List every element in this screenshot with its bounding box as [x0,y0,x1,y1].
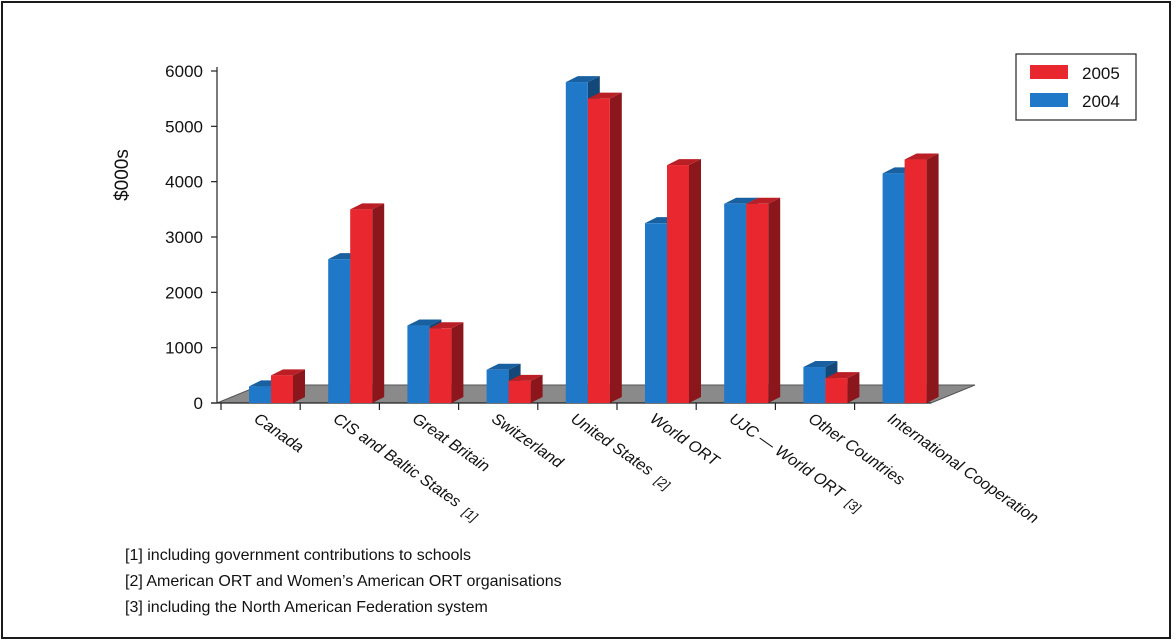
bar-2005-great-britain-top [429,322,464,329]
bar-2005-united-states [587,92,622,404]
bar-2005-world-ort-side [689,159,701,403]
bar-2005-great-britain-side [451,322,464,403]
bar-2005-united-states-top [587,92,622,99]
footnotes: [1] including government contributions t… [125,543,562,621]
bar-2004-other-countries-front [803,367,826,403]
category-label-canada: Canada [251,410,307,456]
bar-2005-united-states-side [609,92,622,404]
category-label-cis-and-baltic-states: CIS and Baltic States[1] [329,410,482,525]
bar-2005-switzerland-top [508,374,543,381]
category-note: [3] [842,495,864,516]
bar-2005-canada-top [271,369,305,376]
bar-2004-world-ort-front [645,223,667,403]
bar-2004-canada-front [249,386,271,403]
category-name: International Cooperation [884,410,1041,527]
y-tick-label-2000: 2000 [165,283,203,302]
bar-2004-ujc-world-ort-top [724,197,759,204]
category-name: CIS and Baltic States [330,410,464,511]
bar-2005-canada-front [271,375,293,403]
bar-chart: 0 1000 2000 3000 4000 5000 6000 Canada CIS and … [112,53,1137,527]
category-label-international-cooperation: International Cooperation [884,410,1041,527]
bar-2005-other-countries [825,372,860,403]
footnote-3: [3] including the North American Federat… [125,599,488,616]
bar-2005-other-countries-front [825,378,848,403]
bar-2004-switzerland-top [486,363,521,370]
legend-label-2005: 2005 [1082,64,1120,83]
bar-2005-international-cooperation-side [926,153,939,403]
bar-2005-cis-and-baltic-states-side [372,203,385,403]
footnote-2: [2] American ORT and Women’s American OR… [125,573,562,590]
legend: 2005 2004 [1015,53,1137,121]
bar-2004-other-countries-top [803,361,838,368]
bar-2004-united-states-top [565,76,600,83]
category-name: Canada [251,410,307,456]
bar-2005-ujc-world-ort [746,197,781,403]
legend-label-2004: 2004 [1082,92,1120,111]
category-label-ujc-world-ort: UJC — World ORT[3] [725,410,865,516]
bar-2004-switzerland-front [486,369,509,403]
bar-2005-ujc-world-ort-top [746,197,781,204]
bar-2004-great-britain-top [407,319,442,326]
y-tick-label-6000: 6000 [165,62,203,81]
category-label-world-ort: World ORT [647,410,723,470]
legend-swatch-2005 [1030,65,1068,79]
category-name: Great Britain [409,410,492,475]
bar-2005-international-cooperation [904,153,939,403]
bar-2004-united-states-front [565,82,588,404]
y-tick-label-4000: 4000 [165,173,203,192]
category-label-switzerland: Switzerland [488,410,566,472]
bar-2005-world-ort [667,159,701,403]
bar-2005-ujc-world-ort-front [746,203,769,403]
bar-2005-cis-and-baltic-states [350,203,385,403]
y-tick-label-5000: 5000 [165,117,203,136]
bar-2005-united-states-front [587,98,610,404]
y-tick-label-3000: 3000 [165,228,203,247]
category-name: United States [568,410,656,479]
legend-swatch-2004 [1030,93,1068,107]
category-note: [1] [459,504,481,525]
bar-2005-cis-and-baltic-states-top [350,203,385,210]
category-label-great-britain: Great Britain [409,410,492,475]
footnote-1: [1] including government contributions t… [125,547,471,564]
bar-2005-great-britain-front [429,328,452,403]
bar-2005-international-cooperation-top [904,153,939,160]
bar-2004-cis-and-baltic-states-front [328,259,351,403]
bar-2004-ujc-world-ort-front [724,203,747,403]
bar-2005-great-britain [429,322,464,403]
category-name: Switzerland [488,410,566,472]
bar-2005-world-ort-top [667,159,701,166]
category-name: World ORT [647,410,723,470]
bar-2004-great-britain-front [407,325,430,403]
bar-2005-other-countries-top [825,372,860,379]
bar-2005-canada-side [293,369,305,403]
bar-2004-international-cooperation-front [882,173,905,403]
y-tick-label-0: 0 [194,394,203,413]
bar-2005-international-cooperation-front [904,159,927,403]
bar-2005-switzerland-front [508,380,531,403]
y-axis-title: $000s [112,149,133,201]
bar-2005-switzerland-side [530,374,543,403]
bar-2005-switzerland [508,374,543,403]
y-tick-label-1000: 1000 [165,339,203,358]
bar-2005-cis-and-baltic-states-front [350,209,373,403]
bar-2005-other-countries-side [847,372,860,403]
bar-2005-world-ort-front [667,165,689,403]
bar-2005-canada [271,369,305,403]
category-note: [2] [651,472,673,493]
bar-2005-ujc-world-ort-side [768,197,781,403]
